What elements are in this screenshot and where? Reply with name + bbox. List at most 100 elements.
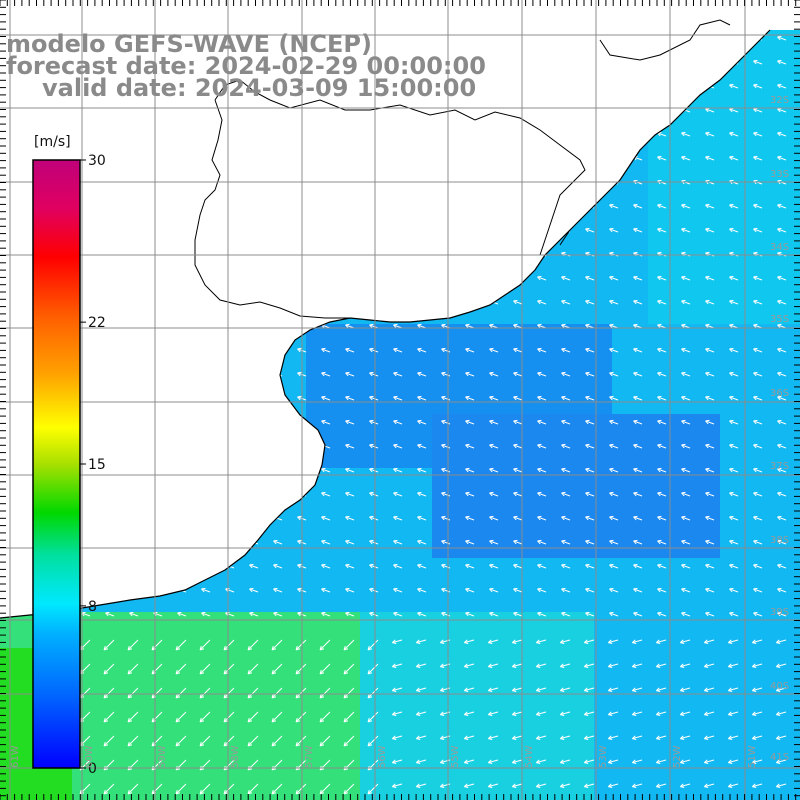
wind-cell: [720, 486, 738, 504]
wind-cell: [594, 558, 612, 576]
wind-cell: [756, 396, 774, 414]
wind-arrow: [729, 587, 739, 593]
wind-cell: [288, 684, 306, 702]
wind-arrow: [393, 587, 403, 593]
wind-cell: [540, 630, 558, 648]
wind-cell: [738, 432, 756, 450]
wind-cell: [684, 198, 702, 216]
wind-arrow: [633, 563, 643, 569]
wind-arrow: [369, 347, 379, 353]
wind-cell: [432, 684, 450, 702]
wind-arrow: [609, 539, 619, 545]
wind-arrow: [679, 711, 691, 717]
wind-arrow: [271, 639, 283, 651]
wind-cell: [450, 774, 468, 792]
wind-cell: [162, 756, 180, 774]
wind-cell: [738, 522, 756, 540]
wind-cell: [396, 540, 414, 558]
wind-cell: [126, 720, 144, 738]
wind-cell: [522, 720, 540, 738]
wind-arrow: [223, 711, 235, 723]
wind-cell: [792, 738, 800, 756]
wind-cell: [576, 702, 594, 720]
wind-cell: [378, 576, 396, 594]
wind-arrow: [585, 227, 595, 233]
wind-cell: [360, 630, 378, 648]
wind-arrow: [535, 759, 547, 765]
wind-cell: [612, 198, 630, 216]
wind-cell: [666, 324, 684, 342]
wind-cell: [576, 486, 594, 504]
wind-cell: [162, 792, 180, 800]
wind-cell: [0, 666, 18, 684]
wind-cell: [414, 378, 432, 396]
wind-cell: [414, 450, 432, 468]
wind-cell: [486, 684, 504, 702]
wind-arrow: [369, 419, 379, 425]
wind-arrow: [273, 563, 283, 569]
wind-cell: [36, 774, 54, 792]
wind-arrow: [465, 443, 475, 449]
wind-cell: [378, 450, 396, 468]
wind-cell: [756, 54, 774, 72]
wind-cell: [18, 720, 36, 738]
wind-arrow: [465, 467, 475, 473]
wind-cell: [720, 180, 738, 198]
wind-cell: [450, 360, 468, 378]
wind-arrow: [417, 563, 427, 569]
wind-cell: [666, 414, 684, 432]
wind-cell: [648, 666, 666, 684]
wind-cell: [792, 216, 800, 234]
wind-cell: [738, 702, 756, 720]
wind-arrow: [607, 735, 619, 741]
wind-arrow: [703, 711, 715, 717]
wind-cell: [576, 576, 594, 594]
wind-cell: [594, 486, 612, 504]
wind-cell: [126, 792, 144, 800]
wind-cell: [522, 666, 540, 684]
wind-cell: [144, 738, 162, 756]
wind-cell: [378, 360, 396, 378]
wind-arrow: [657, 227, 667, 233]
wind-cell: [396, 720, 414, 738]
longitude-label: 54W: [524, 745, 535, 768]
wind-cell: [522, 360, 540, 378]
wind-arrow: [175, 687, 187, 699]
wind-arrow: [631, 639, 643, 645]
wind-cell: [414, 684, 432, 702]
wind-cell: [324, 756, 342, 774]
wind-cell: [342, 648, 360, 666]
wind-cell: [54, 774, 72, 792]
wind-cell: [738, 666, 756, 684]
wind-cell: [360, 540, 378, 558]
wind-cell: [684, 720, 702, 738]
wind-arrow: [631, 711, 643, 717]
wind-cell: [720, 432, 738, 450]
wind-cell: [720, 360, 738, 378]
wind-cell: [360, 432, 378, 450]
wind-arrow: [273, 539, 283, 545]
wind-cell: [702, 252, 720, 270]
wind-arrow: [321, 563, 331, 569]
wind-cell: [90, 774, 108, 792]
wind-arrow: [463, 735, 475, 741]
wind-cell: [540, 684, 558, 702]
wind-cell: [738, 324, 756, 342]
wind-arrow: [585, 275, 595, 281]
wind-cell: [684, 288, 702, 306]
wind-cell: [756, 774, 774, 792]
wind-arrow: [681, 515, 691, 521]
wind-arrow: [777, 443, 787, 449]
wind-arrow: [223, 783, 235, 795]
wind-cell: [540, 558, 558, 576]
wind-cell: [774, 522, 792, 540]
wind-arrow: [657, 371, 667, 377]
wind-cell: [342, 522, 360, 540]
wind-cell: [468, 576, 486, 594]
wind-arrow: [561, 491, 571, 497]
wind-cell: [432, 540, 450, 558]
wind-cell: [540, 450, 558, 468]
wind-cell: [360, 522, 378, 540]
wind-cell: [774, 540, 792, 558]
wind-cell: [648, 702, 666, 720]
